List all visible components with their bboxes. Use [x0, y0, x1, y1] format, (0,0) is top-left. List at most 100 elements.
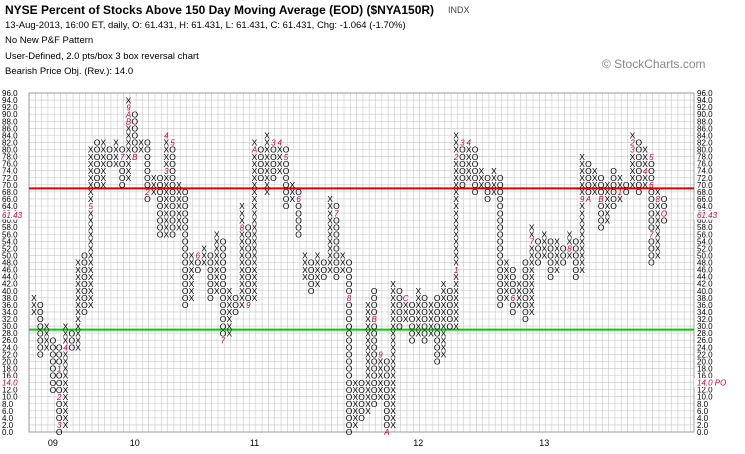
x-box: X [441, 300, 447, 310]
x-box: X [88, 258, 94, 268]
x-box: X [453, 229, 459, 239]
o-box: O [446, 307, 453, 317]
y-tick-label-right: 6.0 [697, 407, 709, 416]
o-box: O [283, 145, 290, 155]
x-box: X [75, 293, 81, 303]
x-box: X [100, 173, 106, 183]
o-box: O [56, 427, 63, 437]
o-box: O [497, 300, 504, 310]
y-tick-label-left: 8.0 [2, 400, 14, 409]
y-tick-label-left: 82.0 [2, 138, 18, 147]
o-box: O [434, 300, 441, 310]
o-box: O [119, 173, 126, 183]
o-box: O [56, 385, 63, 395]
x-box: X [579, 208, 585, 218]
o-box: O [169, 159, 176, 169]
o-box: O [56, 350, 63, 360]
x-box: X [390, 321, 396, 331]
o-box: O [572, 258, 579, 268]
x-box: X [579, 258, 585, 268]
x-box: X [75, 286, 81, 296]
x-box: X [88, 272, 94, 282]
x-box: X [592, 166, 598, 176]
o-box: O [371, 307, 378, 317]
x-box: X [252, 166, 258, 176]
o-box: O [119, 145, 126, 155]
o-box: O [497, 237, 504, 247]
o-box: O [119, 159, 126, 169]
x-box: X [75, 342, 81, 352]
x-box: X [176, 180, 182, 190]
x-box: X [516, 300, 522, 310]
o-box: O [535, 237, 542, 247]
x-box: X [541, 237, 547, 247]
x-box: X [176, 215, 182, 225]
x-box: X [163, 215, 169, 225]
y-tick-label-right: 12.0 [697, 386, 713, 395]
x-box: X [390, 293, 396, 303]
o-box: O [68, 328, 75, 338]
y-tick-label-right: 66.0 [697, 195, 713, 204]
o-box: O [358, 399, 365, 409]
o-box: O [182, 286, 189, 296]
x-box: X [63, 321, 69, 331]
axes: 0.0 0.02.0 2.04.0 4.06.0 6.08.0 8.010.0 10.012… [2, 89, 742, 448]
x-box: X [604, 187, 610, 197]
x-box: X [239, 286, 245, 296]
o-box: O [308, 286, 315, 296]
x-box: X [630, 152, 636, 162]
month-marker: 9 [378, 351, 383, 360]
x-box: X [315, 251, 321, 261]
o-box: O [371, 399, 378, 409]
x-box: X [579, 187, 585, 197]
o-box: O [497, 251, 504, 261]
o-box: O [346, 314, 353, 324]
x-box: X [529, 251, 535, 261]
x-box: X [327, 215, 333, 225]
o-box: O [245, 222, 252, 232]
y-tick-label-left: 84.0 [2, 131, 18, 140]
o-box: O [409, 335, 416, 345]
x-box: X [163, 180, 169, 190]
o-box: O [434, 357, 441, 367]
reference-lines [29, 187, 694, 331]
x-box: X [327, 258, 333, 268]
o-box: O [94, 180, 101, 190]
x-box: X [554, 244, 560, 254]
o-box: O [270, 145, 277, 155]
o-box: O [346, 272, 353, 282]
x-box: X [63, 385, 69, 395]
o-box: O [169, 222, 176, 232]
month-marker: 4 [164, 132, 169, 141]
month-marker: 5 [170, 139, 175, 148]
x-box: X [176, 187, 182, 197]
x-box: X [478, 173, 484, 183]
x-box: X [44, 328, 50, 338]
o-box: O [50, 357, 57, 367]
o-box: O [346, 406, 353, 416]
o-box: O [459, 145, 466, 155]
x-box: X [151, 173, 157, 183]
o-box: O [333, 251, 340, 261]
x-box: X [252, 208, 258, 218]
o-box: O [283, 180, 290, 190]
x-box: X [365, 392, 371, 402]
x-box: X [453, 222, 459, 232]
o-box: O [522, 258, 529, 268]
o-box: O [37, 350, 44, 360]
o-box: O [635, 152, 642, 162]
y-tick-label-left: 96.0 [2, 89, 18, 98]
o-box: O [81, 286, 88, 296]
o-box: O [446, 286, 453, 296]
x-box: X [365, 307, 371, 317]
x-box: X [453, 187, 459, 197]
x-box: X [113, 152, 119, 162]
x-box: X [390, 307, 396, 317]
x-box: X [252, 180, 258, 190]
o-box: O [371, 350, 378, 360]
o-box: O [497, 194, 504, 204]
o-box: O [497, 208, 504, 218]
o-box: O [572, 272, 579, 282]
o-box: O [648, 194, 655, 204]
o-box: O [333, 222, 340, 232]
